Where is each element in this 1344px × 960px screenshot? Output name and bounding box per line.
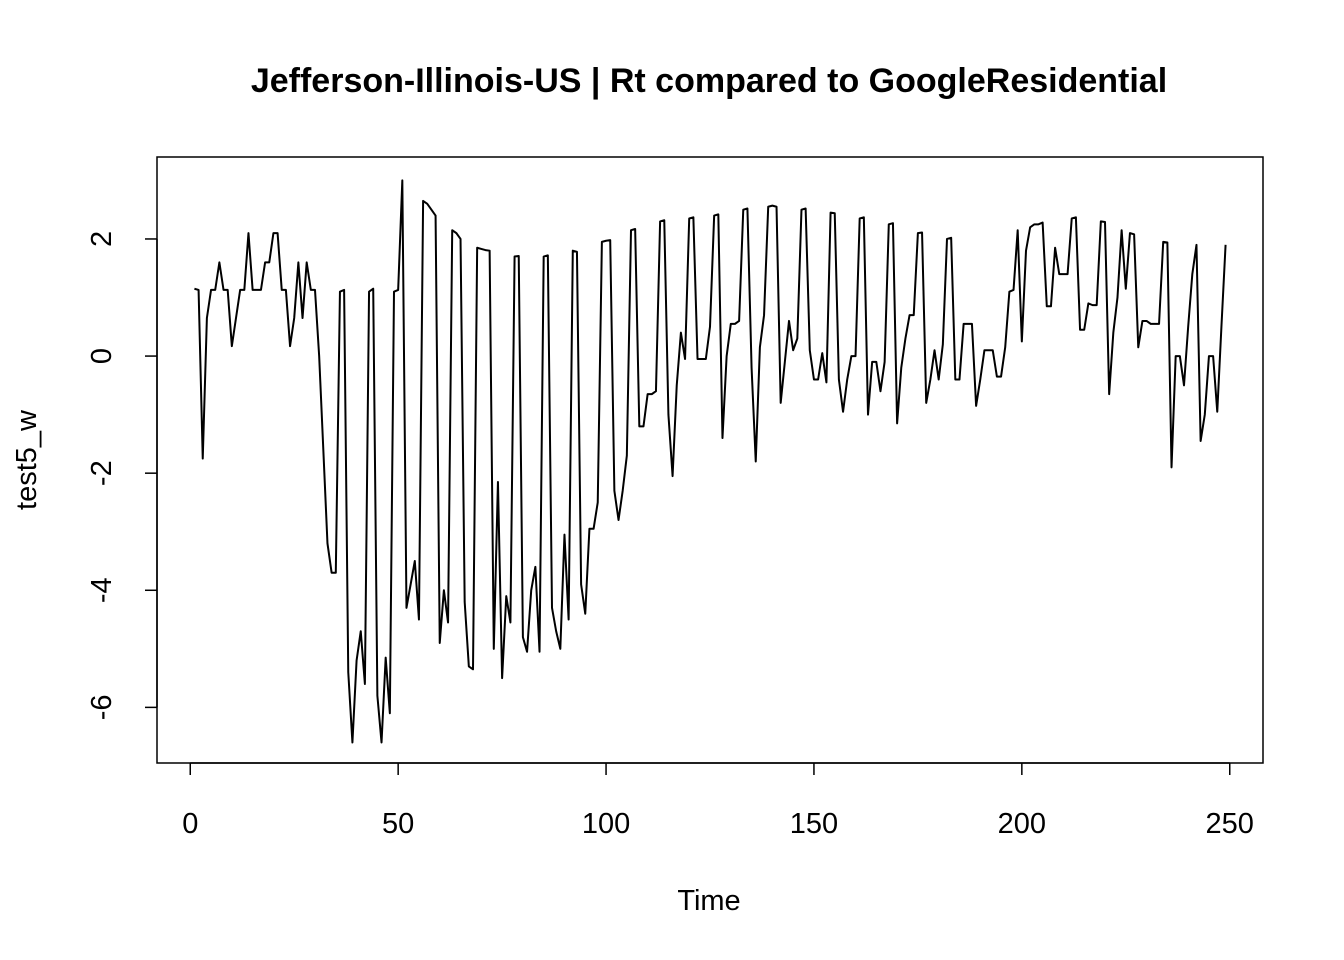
y-axis-label: test5_w	[11, 409, 43, 510]
y-tick-label: 0	[86, 348, 118, 364]
x-tick-label: 100	[582, 808, 630, 840]
x-tick-label: 50	[382, 808, 414, 840]
chart-title: Jefferson-Illinois-US | Rt compared to G…	[251, 62, 1167, 100]
x-axis: 0 50 100 150 200 250	[182, 762, 1254, 840]
x-axis-label: Time	[677, 885, 740, 917]
x-tick-label: 150	[790, 808, 838, 840]
y-axis: -6 -4 -2 0 2	[86, 231, 158, 720]
x-tick-label: 250	[1206, 808, 1254, 840]
series-layer	[194, 179, 1227, 744]
y-tick-label: 2	[86, 231, 118, 247]
x-tick-label: 0	[182, 808, 198, 840]
x-tick-label: 200	[998, 808, 1046, 840]
y-tick-label: -6	[86, 694, 118, 720]
y-tick-label: -4	[86, 577, 118, 603]
series-line	[194, 179, 1227, 744]
y-tick-label: -2	[86, 460, 118, 486]
